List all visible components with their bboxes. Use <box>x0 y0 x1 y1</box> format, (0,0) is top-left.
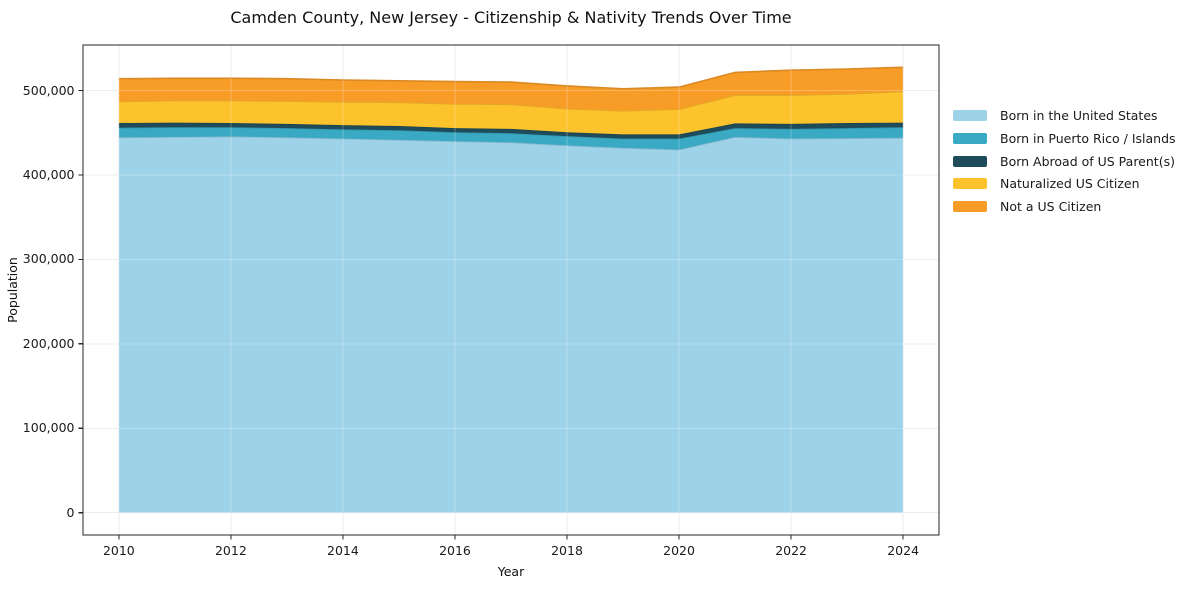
area-edge-not-a-us-citizen <box>118 66 904 90</box>
area-born-abroad-of-us-parent-s <box>118 122 904 139</box>
y-tick-label: 300,000 <box>22 251 75 267</box>
y-axis-label: Population <box>5 257 20 323</box>
x-tick-label: 2022 <box>775 543 807 558</box>
legend-item-born-in-puerto-rico-islands: Born in Puerto Rico / Islands <box>953 128 1176 149</box>
legend-swatch-naturalized-us-citizen <box>953 178 987 190</box>
gridlines-overlay <box>83 45 939 535</box>
x-tick-label: 2020 <box>663 543 695 558</box>
y-tick-label: 200,000 <box>22 335 75 351</box>
x-tick-label: 2024 <box>887 543 920 558</box>
legend-swatch-born-abroad-of-us-parent-s <box>953 155 987 167</box>
y-tick-label: 0 <box>66 504 75 520</box>
legend-swatch-not-a-us-citizen <box>953 201 987 212</box>
legend-item-naturalized-us-citizen: Naturalized US Citizen <box>953 173 1140 194</box>
legend-label: Born in the United States <box>1000 108 1158 123</box>
legend-label: Not a US Citizen <box>1000 199 1102 214</box>
stacked-areas <box>118 66 904 513</box>
x-tick-label: 2016 <box>439 543 471 558</box>
tick-marks <box>78 89 904 540</box>
legend-item-born-abroad-of-us-parent-s: Born Abroad of US Parent(s) <box>953 151 1175 172</box>
x-tick-label: 2018 <box>551 543 583 558</box>
x-tick-label: 2014 <box>327 543 359 558</box>
legend-label: Born Abroad of US Parent(s) <box>1000 153 1175 169</box>
y-tick-label: 500,000 <box>22 82 75 98</box>
legend-label: Naturalized US Citizen <box>1000 176 1140 192</box>
x-tick-label: 2010 <box>102 543 135 558</box>
chart-title: Camden County, New Jersey - Citizenship … <box>230 8 792 27</box>
area-born-in-puerto-rico-islands <box>118 127 904 150</box>
legend-item-not-a-us-citizen: Not a US Citizen <box>953 196 1101 217</box>
area-born-in-the-united-states <box>118 136 904 513</box>
y-tick-label: 400,000 <box>22 166 75 182</box>
plot-border <box>82 44 940 536</box>
legend-label: Born in Puerto Rico / Islands <box>1000 130 1176 146</box>
y-tick-label: 100,000 <box>22 420 75 436</box>
area-not-a-us-citizen <box>118 67 904 111</box>
legend-swatch-born-in-the-united-states <box>953 110 987 121</box>
legend-swatch-born-in-puerto-rico-islands <box>953 132 987 144</box>
x-tick-label: 2012 <box>214 543 247 558</box>
legend-item-born-in-the-united-states: Born in the United States <box>953 105 1158 126</box>
x-axis-label: Year <box>497 564 525 579</box>
